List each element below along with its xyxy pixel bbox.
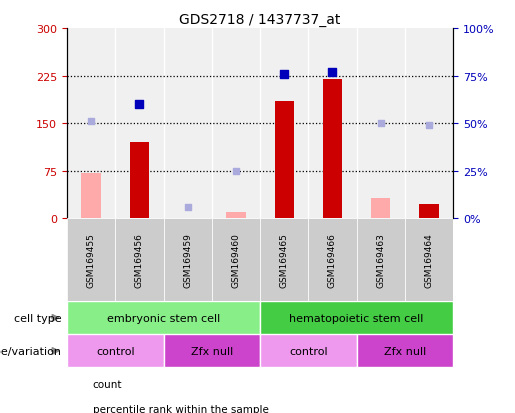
Bar <box>371 199 390 219</box>
Text: Zfx null: Zfx null <box>191 346 233 356</box>
Text: GSM169455: GSM169455 <box>87 233 96 287</box>
Point <box>183 204 192 211</box>
Point <box>232 168 240 175</box>
Text: genotype/variation: genotype/variation <box>0 346 62 356</box>
Text: GSM169459: GSM169459 <box>183 233 192 287</box>
Bar <box>67 219 115 301</box>
Text: GSM169464: GSM169464 <box>424 233 434 287</box>
Bar <box>260 301 453 335</box>
Title: GDS2718 / 1437737_at: GDS2718 / 1437737_at <box>179 12 341 26</box>
Text: GSM169460: GSM169460 <box>231 233 241 287</box>
Bar <box>67 301 260 335</box>
Point <box>376 121 385 127</box>
Bar <box>226 213 246 219</box>
Bar <box>260 335 356 368</box>
Bar <box>115 219 163 301</box>
Text: control: control <box>289 346 328 356</box>
Bar <box>163 335 260 368</box>
Bar <box>323 80 342 219</box>
Bar <box>130 143 149 219</box>
Text: GSM169456: GSM169456 <box>135 233 144 287</box>
Bar <box>67 335 163 368</box>
Text: Zfx null: Zfx null <box>384 346 426 356</box>
Text: cell type: cell type <box>14 313 62 323</box>
Text: control: control <box>96 346 134 356</box>
Bar <box>356 219 405 301</box>
Text: embryonic stem cell: embryonic stem cell <box>107 313 220 323</box>
Bar <box>356 335 453 368</box>
Text: hematopoietic stem cell: hematopoietic stem cell <box>289 313 424 323</box>
Bar <box>260 219 308 301</box>
Point <box>87 119 95 125</box>
Bar <box>212 219 260 301</box>
Bar <box>163 219 212 301</box>
Text: percentile rank within the sample: percentile rank within the sample <box>93 404 269 413</box>
Point <box>135 102 144 108</box>
Text: GSM169466: GSM169466 <box>328 233 337 287</box>
Bar <box>81 173 101 219</box>
Bar <box>308 219 356 301</box>
Text: count: count <box>93 379 122 389</box>
Bar <box>405 219 453 301</box>
Bar <box>419 205 439 219</box>
Text: GSM169465: GSM169465 <box>280 233 289 287</box>
Text: GSM169463: GSM169463 <box>376 233 385 287</box>
Point <box>280 71 288 78</box>
Bar <box>274 102 294 219</box>
Point <box>329 69 337 76</box>
Point <box>425 123 433 129</box>
